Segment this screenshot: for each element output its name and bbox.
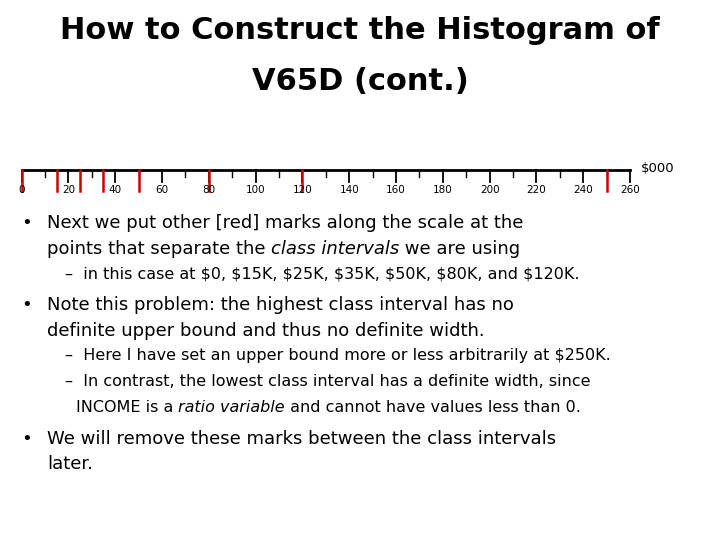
Text: and cannot have values less than 0.: and cannot have values less than 0.	[284, 400, 580, 415]
Text: •: •	[22, 214, 32, 232]
Text: definite upper bound and thus no definite width.: definite upper bound and thus no definit…	[47, 322, 485, 340]
Text: –  In contrast, the lowest class interval has a definite width, since: – In contrast, the lowest class interval…	[65, 374, 590, 389]
Text: We will remove these marks between the class intervals: We will remove these marks between the c…	[47, 429, 556, 448]
Text: 80: 80	[202, 185, 215, 195]
Text: we are using: we are using	[400, 240, 521, 258]
Text: 20: 20	[62, 185, 75, 195]
Text: Note this problem: the highest class interval has no: Note this problem: the highest class int…	[47, 296, 513, 314]
Text: 140: 140	[339, 185, 359, 195]
Text: class intervals: class intervals	[271, 240, 400, 258]
Text: INCOME is a: INCOME is a	[76, 400, 178, 415]
Text: 0: 0	[18, 185, 25, 195]
Text: 60: 60	[156, 185, 168, 195]
Text: –  in this case at $0, $15K, $25K, $35K, $50K, $80K, and $120K.: – in this case at $0, $15K, $25K, $35K, …	[65, 266, 580, 281]
Text: How to Construct the Histogram of: How to Construct the Histogram of	[60, 16, 660, 45]
Text: ratio variable: ratio variable	[178, 400, 284, 415]
Text: 260: 260	[620, 185, 640, 195]
Text: •: •	[22, 296, 32, 314]
Text: •: •	[22, 429, 32, 448]
Text: $000: $000	[641, 162, 675, 175]
Text: 160: 160	[386, 185, 406, 195]
Text: 40: 40	[109, 185, 122, 195]
Text: 200: 200	[480, 185, 500, 195]
Text: 120: 120	[292, 185, 312, 195]
Text: 100: 100	[246, 185, 266, 195]
Text: Next we put other [red] marks along the scale at the: Next we put other [red] marks along the …	[47, 214, 523, 232]
Text: 180: 180	[433, 185, 453, 195]
Text: V65D (cont.): V65D (cont.)	[251, 68, 469, 97]
Text: –  Here I have set an upper bound more or less arbitrarily at $250K.: – Here I have set an upper bound more or…	[65, 348, 611, 363]
Text: 240: 240	[573, 185, 593, 195]
Text: points that separate the: points that separate the	[47, 240, 271, 258]
Text: 220: 220	[526, 185, 546, 195]
Text: later.: later.	[47, 455, 93, 474]
